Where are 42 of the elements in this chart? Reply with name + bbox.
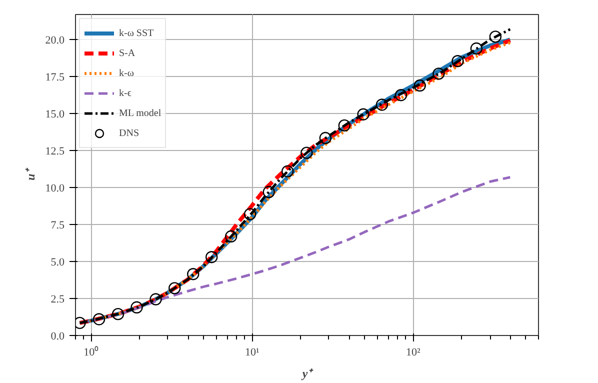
- legend-label: k-ω: [119, 68, 135, 78]
- point: [205, 251, 218, 264]
- point: [394, 89, 408, 102]
- point: [281, 165, 294, 178]
- point: [130, 301, 143, 314]
- y-tick-label: 15.0: [45, 108, 65, 121]
- y-tick-label: 2.5: [50, 294, 65, 306]
- legend-label: k-ϵ: [119, 88, 132, 98]
- x-tick-label: 10²: [406, 346, 422, 358]
- point: [376, 98, 388, 111]
- y-tick-label: 17.5: [45, 72, 65, 84]
- y-tick-label: 10.0: [45, 182, 65, 195]
- point: [452, 55, 464, 68]
- point: [319, 132, 332, 144]
- x-axis-title: y⁺: [300, 366, 314, 380]
- point: [432, 68, 445, 80]
- point: [470, 42, 483, 55]
- y-tick-label: 0.0: [50, 330, 65, 342]
- x-tick-label: 10¹: [245, 346, 260, 358]
- point: [150, 293, 162, 306]
- point: [262, 186, 275, 198]
- point: [357, 108, 370, 120]
- y-tick-label: 20.0: [45, 34, 65, 47]
- point: [414, 79, 426, 92]
- y-tick-label: 7.5: [50, 220, 65, 232]
- point: [338, 119, 350, 132]
- y-tick-label: 12.5: [45, 146, 65, 158]
- point: [92, 313, 106, 326]
- y-tick-label: 5.0: [50, 256, 65, 269]
- legend-label: k-ω SST: [119, 28, 154, 38]
- point: [300, 146, 313, 159]
- legend-label: DNS: [119, 128, 140, 138]
- point: [168, 282, 181, 294]
- legend-label: ML model: [119, 108, 162, 118]
- x-tick-label: 10⁰: [84, 346, 99, 358]
- y-axis-title: u⁺: [23, 168, 38, 180]
- legend-label: S-A: [119, 48, 136, 58]
- point: [244, 208, 256, 220]
- point: [224, 230, 238, 242]
- point: [112, 308, 124, 320]
- point: [187, 268, 200, 280]
- point: [489, 30, 502, 43]
